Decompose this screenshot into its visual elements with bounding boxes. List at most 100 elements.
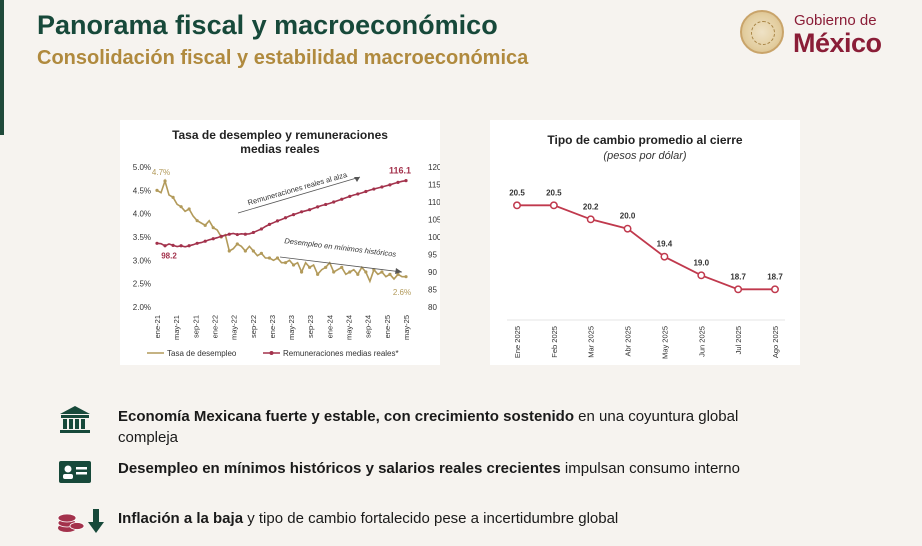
chart1-title: Tasa de desempleo y remuneraciones media… xyxy=(172,128,388,156)
unemployment-point xyxy=(324,265,328,269)
wages-start-label: 98.2 xyxy=(161,251,177,260)
unemployment-point xyxy=(211,226,215,230)
fx-point xyxy=(623,224,632,233)
x-tick-label: ene-21 xyxy=(153,315,162,338)
accent-rule xyxy=(0,0,4,135)
x-tick-label: ene-23 xyxy=(268,315,277,338)
unemployment-point xyxy=(195,219,199,223)
wages-point xyxy=(299,210,304,214)
unemployment-point xyxy=(404,275,408,279)
fx-x-tick-label: Abr 2025 xyxy=(624,326,633,356)
x-tick-label: sep-21 xyxy=(191,315,200,338)
fx-x-tick-label: Mar 2025 xyxy=(587,326,596,358)
wages-point xyxy=(235,232,239,237)
fx-x-tick-label: Feb 2025 xyxy=(550,326,559,358)
chart2-subtitle: (pesos por dólar) xyxy=(603,150,687,162)
wages-point xyxy=(267,222,272,226)
wages-point xyxy=(308,208,312,212)
y-right-tick-label: 80 xyxy=(428,303,437,312)
x-tick-label: may-22 xyxy=(230,315,239,340)
wages-point xyxy=(356,192,360,196)
logo-line1: Gobierno de xyxy=(794,12,877,29)
gobierno-logo: Gobierno de México xyxy=(740,10,905,58)
unemployment-point xyxy=(332,270,336,274)
unemployment-point xyxy=(155,188,159,192)
chart2-title: Tipo de cambio promedio al cierre xyxy=(547,133,743,147)
unemployment-wages-chart-panel: Tasa de desempleo y remuneraciones media… xyxy=(120,120,440,365)
x-tick-label: may-24 xyxy=(345,315,354,340)
fx-point xyxy=(586,215,595,224)
unemployment-point xyxy=(227,249,231,253)
unemployment-point xyxy=(187,207,191,211)
fx-point xyxy=(734,285,743,294)
unemployment-point xyxy=(251,249,255,253)
wages-point xyxy=(187,244,191,248)
x-tick-label: sep-23 xyxy=(306,315,315,338)
wages-point xyxy=(364,189,368,194)
unemployment-point xyxy=(348,270,352,274)
wages-point xyxy=(155,241,159,245)
unemployment-point xyxy=(396,272,400,276)
y-right-tick-label: 100 xyxy=(428,233,440,242)
exchange-rate-chart-panel: Tipo de cambio promedio al cierre (pesos… xyxy=(490,120,800,365)
fx-point xyxy=(697,271,706,280)
unemployment-point xyxy=(267,256,272,260)
page-title: Panorama fiscal y macroeconómico xyxy=(37,10,498,40)
y-left-tick-label: 4.5% xyxy=(133,186,151,195)
bullet-employment-text: Desempleo en mínimos históricos y salari… xyxy=(118,460,740,477)
y-right-tick-label: 85 xyxy=(428,286,437,295)
unemployment-point xyxy=(179,205,183,209)
unemployment-point xyxy=(259,251,264,255)
y-right-tick-label: 110 xyxy=(428,198,440,207)
unemployment-point xyxy=(380,270,384,274)
chart1-svg: 5.0% 4.5% 4.0% 3.5% 3.0% 2.5% 2.0% 120 115 110 105… xyxy=(133,163,440,358)
y-right-tick-label: 95 xyxy=(428,251,437,260)
wages-point xyxy=(203,239,207,243)
unemployment-point xyxy=(235,242,239,246)
logo-line2: México xyxy=(793,28,882,58)
bank-icon xyxy=(60,406,90,433)
bullet-inflation-text: Inflación a la baja y tipo de cambio for… xyxy=(118,510,619,527)
unemployment-point xyxy=(243,249,247,253)
fx-value-label: 20.0 xyxy=(620,212,636,221)
wages-point xyxy=(251,230,255,235)
unemployment-point xyxy=(283,261,288,265)
unemployment-point xyxy=(291,263,296,267)
wages-point xyxy=(243,232,247,236)
legend-wages-label: Remuneraciones medias reales* xyxy=(283,349,399,358)
fx-value-label: 19.4 xyxy=(657,240,673,249)
fx-value-label: 20.5 xyxy=(509,188,525,197)
x-tick-label: may-23 xyxy=(287,315,296,340)
wages-point xyxy=(171,243,175,247)
wages-arrow-head xyxy=(354,177,360,182)
wages-point xyxy=(179,244,183,248)
unemployment-point xyxy=(356,272,360,276)
legend-unemployment-label: Tasa de desempleo xyxy=(167,349,237,358)
y-left-tick-label: 5.0% xyxy=(133,163,151,172)
fx-point xyxy=(771,285,779,294)
wages-point xyxy=(372,187,376,191)
wages-point xyxy=(195,241,199,245)
y-right-tick-label: 90 xyxy=(428,268,437,277)
y-right-tick-label: 115 xyxy=(428,181,440,190)
wages-point xyxy=(283,216,288,220)
unemp-arrow-head xyxy=(395,268,402,274)
y-left-tick-label: 3.0% xyxy=(133,256,151,265)
y-right-tick-label: 120 xyxy=(428,163,440,172)
bullet-economy-text: Economía Mexicana fuerte y estable, con … xyxy=(118,408,739,446)
fx-value-label: 20.2 xyxy=(583,202,599,211)
unemployment-point xyxy=(299,270,304,274)
x-tick-label: may-25 xyxy=(402,315,411,340)
wages-point xyxy=(404,179,408,183)
coins-down-icon xyxy=(57,509,104,533)
unemp-arrow-line xyxy=(279,256,403,273)
fx-value-label: 18.7 xyxy=(730,272,746,281)
wages-point xyxy=(332,200,336,204)
unemp-arrow-label: Desempleo en mínimos históricos xyxy=(284,236,397,259)
unemployment-point xyxy=(308,265,312,269)
unemployment-point xyxy=(388,272,392,276)
legend-wages-marker xyxy=(269,351,274,355)
y-left-tick-label: 3.5% xyxy=(133,233,151,242)
wages-arrow-line xyxy=(237,176,361,214)
x-tick-label: sep-22 xyxy=(249,315,258,338)
